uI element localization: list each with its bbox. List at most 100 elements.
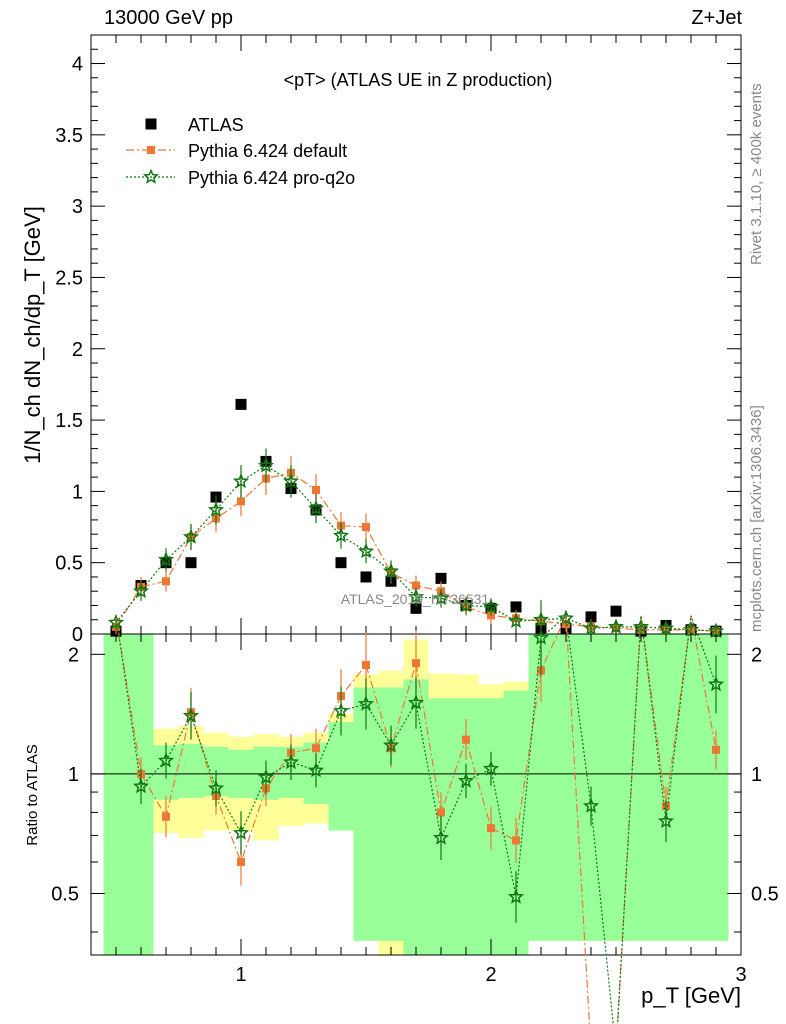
band-green-bin: [678, 634, 704, 941]
point-pro-q2o: [132, 777, 150, 794]
y-tick-label-main: 1.5: [55, 410, 83, 432]
point-pro-q2o: [307, 500, 325, 516]
point-atlas: [510, 601, 522, 613]
y-tick-label-ratio-right: 2: [751, 644, 762, 666]
point-pro-q2o: [282, 753, 300, 770]
band-green-bin: [178, 743, 204, 798]
legend: ATLAS Pythia 6.424 default Pythia 6.424 pr…: [126, 115, 355, 188]
point-pro-q2o: [457, 597, 475, 613]
point-pro-q2o: [707, 675, 725, 692]
point-atlas: [185, 557, 197, 569]
point-pro-q2o: [557, 609, 575, 626]
point-pro-q2o: [182, 707, 200, 723]
y-tick-label-main: 3.5: [55, 125, 83, 147]
point-atlas: [410, 602, 422, 614]
point-pro-q2o: [532, 629, 550, 645]
x-tick-label: 1: [235, 964, 246, 986]
y-tick-label-main: 4: [72, 54, 83, 76]
point-pro-q2o: [232, 472, 250, 489]
point-pro-q2o: [482, 760, 500, 776]
plot-title: <pT> (ATLAS UE in Z production): [284, 70, 553, 90]
band-green-bin: [103, 634, 129, 955]
point-pro-q2o: [157, 752, 175, 768]
point-pythia-default: [312, 485, 320, 494]
point-pro-q2o: [407, 694, 425, 710]
y-tick-label-main: 1: [72, 481, 83, 503]
main-plot-marks: [107, 398, 725, 638]
point-pro-q2o: [132, 582, 150, 599]
legend-label-0: ATLAS: [188, 115, 244, 135]
point-pro-q2o: [707, 622, 725, 638]
point-pro-q2o: [257, 457, 275, 473]
process-label: Z+Jet: [691, 7, 742, 29]
point-pro-q2o: [142, 168, 160, 184]
point-pythia-default: [237, 497, 245, 506]
y-tick-label-main: 2: [72, 339, 83, 361]
point-pythia-default: [487, 824, 495, 833]
point-pro-q2o: [632, 618, 650, 634]
x-axis-label: p_T [GeV]: [641, 983, 741, 1008]
point-pro-q2o: [332, 527, 350, 543]
x-tick-label: 3: [735, 964, 746, 986]
point-pythia-default: [437, 808, 445, 817]
point-pythia-default: [162, 577, 170, 586]
point-pythia-default: [237, 858, 245, 867]
band-green-bin: [603, 634, 629, 941]
point-pythia-default: [312, 744, 320, 753]
band-green-bin: [553, 634, 579, 941]
point-pro-q2o: [582, 797, 600, 813]
point-pro-q2o: [582, 619, 600, 636]
band-green-bin: [378, 687, 404, 941]
point-pro-q2o: [357, 695, 375, 711]
point-pythia-default: [362, 660, 370, 669]
point-pro-q2o: [157, 551, 175, 567]
analysis-watermark: ATLAS_2019_I1736531: [341, 591, 490, 607]
y-tick-label-ratio: 1: [68, 764, 79, 786]
y-tick-label-main: 3: [72, 196, 83, 218]
point-pro-q2o: [382, 736, 400, 753]
legend-label-1: Pythia 6.424 default: [188, 141, 347, 161]
point-pro-q2o: [657, 812, 675, 829]
point-pythia-default: [162, 812, 170, 821]
point-pro-q2o: [357, 542, 375, 559]
axis-labels: <pT> (ATLAS UE in Z production) ATLAS_201…: [20, 70, 741, 1008]
ratio-plot-marks: [115, 600, 725, 1024]
band-green-bin: [328, 722, 354, 831]
y-tick-label-ratio-right: 0.5: [751, 883, 779, 905]
point-pythia-default: [462, 735, 470, 744]
point-pythia-default: [147, 146, 155, 154]
point-pro-q2o: [207, 779, 225, 796]
point-pro-q2o: [282, 472, 300, 489]
y-axis-label-ratio: Ratio to ATLAS: [24, 744, 41, 845]
point-pro-q2o: [382, 562, 400, 579]
point-pythia-default: [412, 659, 420, 668]
x-tick-label: 2: [485, 964, 496, 986]
point-pro-q2o: [657, 619, 675, 636]
point-pro-q2o: [332, 702, 350, 718]
point-atlas: [360, 571, 372, 583]
y-tick-label-main: 0.5: [55, 553, 83, 575]
band-green-bin: [353, 687, 379, 941]
point-pythia-default: [712, 745, 720, 754]
point-atlas: [145, 118, 157, 130]
legend-label-2: Pythia 6.424 pro-q2o: [188, 168, 355, 188]
point-pythia-default: [512, 836, 520, 845]
energy-label: 13000 GeV pp: [104, 7, 233, 29]
point-pro-q2o: [482, 598, 500, 614]
y-tick-label-ratio: 0.5: [51, 883, 79, 905]
point-pro-q2o: [432, 829, 450, 845]
point-atlas: [585, 611, 597, 623]
point-atlas: [610, 605, 622, 617]
point-pro-q2o: [507, 612, 525, 628]
point-atlas: [235, 398, 247, 410]
point-atlas: [335, 557, 347, 569]
point-pro-q2o: [607, 618, 625, 634]
point-pythia-default: [412, 581, 420, 590]
point-pro-q2o: [507, 888, 525, 904]
y-tick-label-ratio: 2: [68, 644, 79, 666]
point-pro-q2o: [207, 501, 225, 517]
point-pro-q2o: [257, 768, 275, 785]
point-pro-q2o: [457, 772, 475, 788]
point-pro-q2o: [307, 762, 325, 778]
